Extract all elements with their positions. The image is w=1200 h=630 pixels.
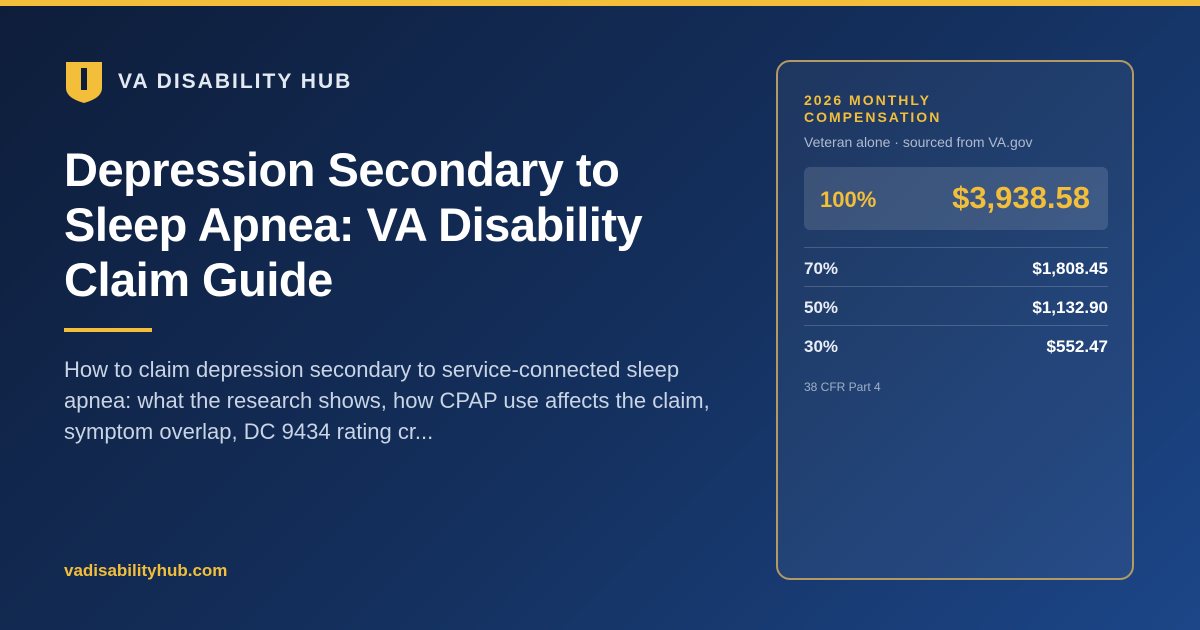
row-rating: 50% [804, 298, 839, 317]
footnote: 38 CFR Part 4 [804, 380, 881, 394]
rate-row: 50% $1,132.90 [804, 286, 1108, 325]
compensation-card: 2026 MONTHLY COMPENSATION Veteran alone … [776, 60, 1134, 580]
row-rating: 30% [804, 337, 839, 356]
row-amount: $552.47 [1046, 337, 1108, 356]
title-underline [64, 328, 152, 332]
featured-amount: $3,938.58 [952, 180, 1090, 215]
row-amount: $1,808.45 [1032, 259, 1108, 278]
card-subheading: Veteran alone · sourced from VA.gov [804, 134, 1033, 150]
row-amount: $1,132.90 [1032, 298, 1108, 317]
top-accent-bar [0, 0, 1200, 6]
row-rating: 70% [804, 259, 839, 278]
rate-row: 30% $552.47 [804, 325, 1108, 364]
description: How to claim depression secondary to ser… [64, 357, 710, 444]
brand-name: VA DISABILITY HUB [118, 70, 353, 93]
card-heading: 2026 MONTHLY COMPENSATION [804, 92, 942, 125]
brand-logo [66, 62, 102, 103]
site-url: vadisabilityhub.com [64, 561, 228, 580]
rate-row: 70% $1,808.45 [804, 247, 1108, 286]
featured-rating: 100% [820, 187, 877, 212]
featured-rate: 100% $3,938.58 [804, 167, 1108, 230]
rate-rows: 70% $1,808.45 50% $1,132.90 30% $552.47 [804, 247, 1108, 364]
page-title: Depression Secondary to Sleep Apnea: VA … [64, 143, 643, 306]
